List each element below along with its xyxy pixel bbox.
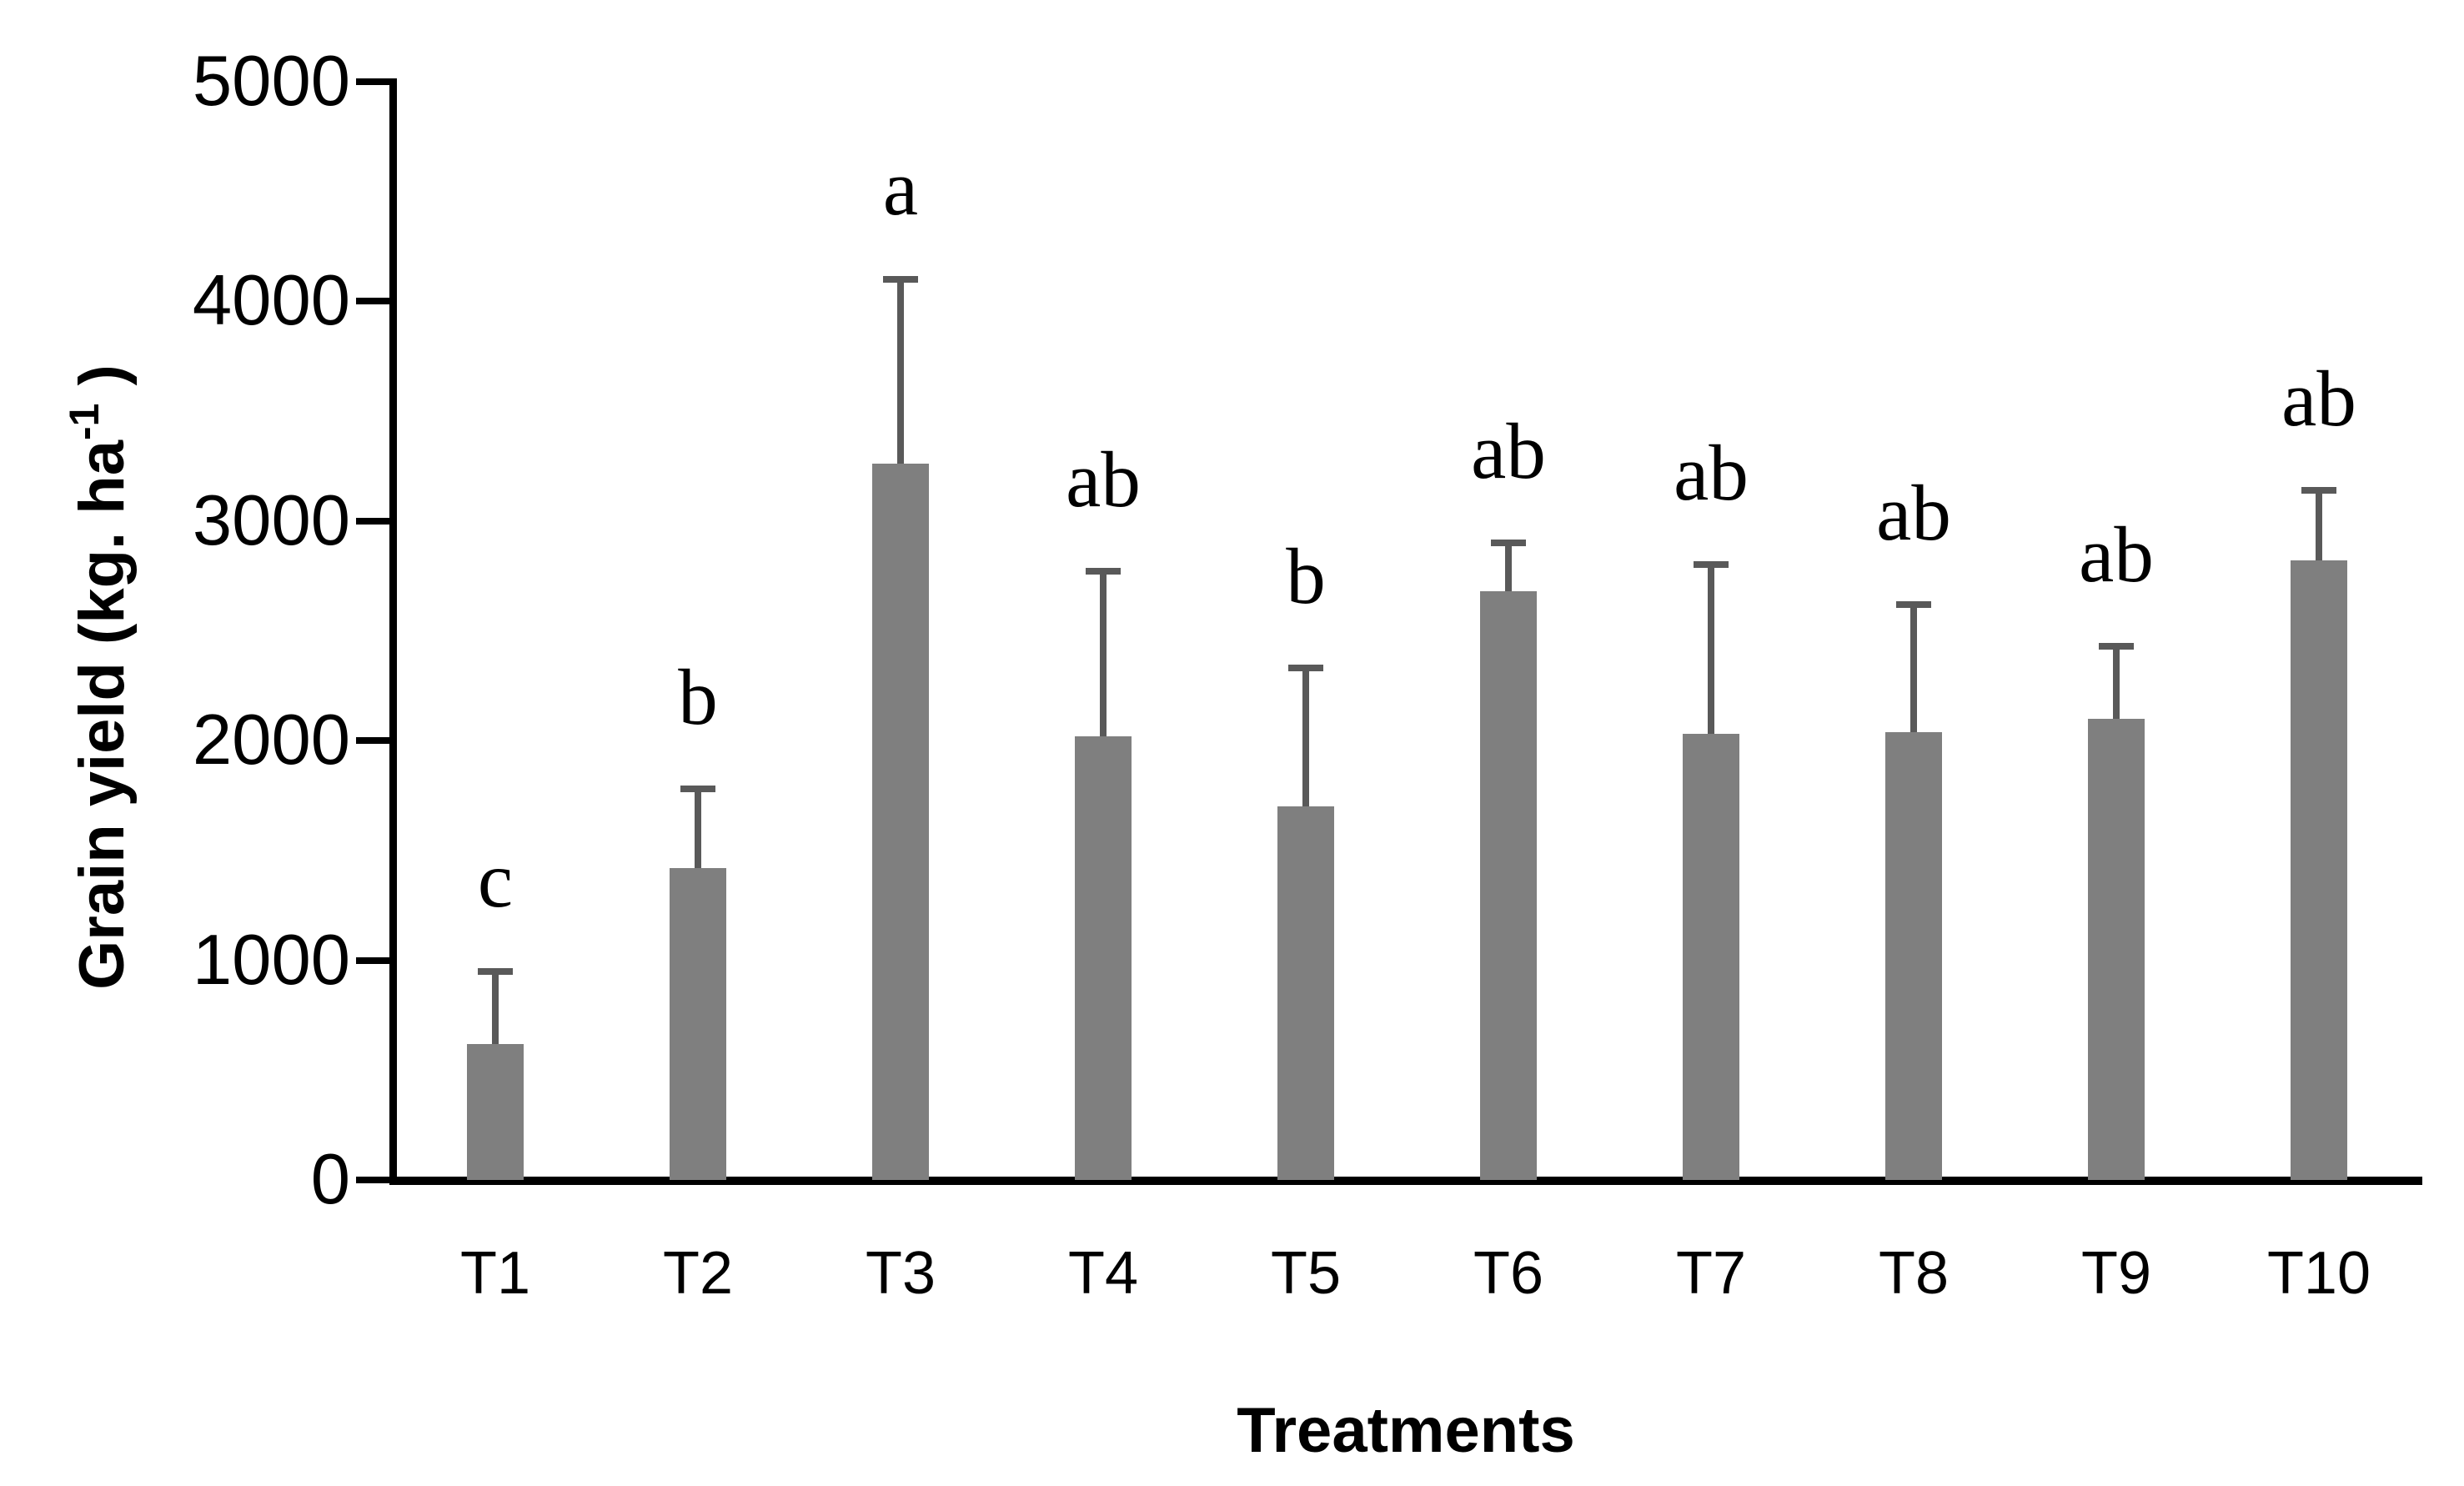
significance-letter: ab [1674, 429, 1749, 517]
bar [1075, 736, 1132, 1180]
y-axis-line [389, 78, 397, 1185]
bar [2291, 560, 2347, 1180]
y-tick-mark [356, 737, 394, 744]
x-tick-label: T4 [1067, 1240, 1139, 1307]
y-tick-label: 0 [310, 1140, 350, 1219]
bar [467, 1044, 524, 1180]
error-bar-line [1100, 571, 1107, 736]
x-tick-label: T8 [1878, 1240, 1950, 1307]
error-bar-line [2316, 490, 2322, 560]
x-tick-label: T1 [459, 1240, 531, 1307]
bar [1277, 806, 1334, 1180]
x-tick-label: T2 [662, 1240, 734, 1307]
significance-letter: b [678, 653, 718, 741]
error-bar-cap [2301, 487, 2336, 494]
error-bar-cap [680, 786, 715, 792]
bar [1480, 591, 1537, 1180]
y-axis-title-superscript: -1 [61, 403, 108, 441]
error-bar-cap [1086, 568, 1121, 575]
significance-letter: ab [2079, 510, 2154, 599]
significance-letter: a [882, 143, 919, 232]
x-tick-label: T7 [1675, 1240, 1747, 1307]
y-tick-mark [356, 78, 394, 85]
error-bar-cap [1491, 540, 1526, 546]
x-tick-label: T5 [1270, 1240, 1342, 1307]
significance-letter: b [1286, 532, 1326, 620]
bar [872, 464, 929, 1180]
significance-letter: ab [1876, 469, 1951, 557]
bar [1885, 732, 1942, 1180]
y-axis-title: Grain yield (kg. ha-1 ) [38, 260, 138, 1094]
error-bar-cap [2099, 643, 2134, 650]
bar [1683, 734, 1739, 1180]
error-bar-cap [1694, 561, 1729, 568]
error-bar-line [897, 279, 904, 464]
error-bar-line [2113, 646, 2120, 719]
error-bar-cap [478, 968, 513, 975]
significance-letter: ab [1066, 435, 1141, 524]
error-bar-line [1708, 565, 1714, 734]
x-tick-label: T3 [865, 1240, 936, 1307]
y-tick-label: 3000 [192, 481, 350, 560]
significance-letter: ab [2281, 354, 2356, 443]
bar [2088, 719, 2145, 1180]
error-bar-line [1302, 668, 1309, 806]
bar [670, 868, 726, 1180]
x-tick-label: T9 [2080, 1240, 2152, 1307]
error-bar-line [1505, 543, 1512, 591]
significance-letter: c [477, 836, 514, 924]
error-bar-line [1910, 605, 1917, 732]
y-tick-mark [356, 957, 394, 964]
x-axis-line [389, 1177, 2422, 1185]
error-bar-cap [883, 276, 918, 283]
error-bar-line [492, 971, 499, 1044]
x-axis-title: Treatments [1237, 1395, 1575, 1466]
significance-letter: ab [1471, 407, 1546, 495]
x-tick-label: T10 [2266, 1240, 2371, 1307]
y-tick-label: 1000 [192, 921, 350, 1000]
y-axis-title-text: Grain yield (kg. ha [67, 440, 138, 990]
error-bar-cap [1896, 601, 1931, 608]
y-tick-mark [356, 298, 394, 304]
error-bar-line [695, 789, 701, 868]
y-tick-mark [356, 518, 394, 525]
y-tick-label: 2000 [192, 700, 350, 780]
y-tick-mark [356, 1177, 394, 1183]
y-tick-label: 5000 [192, 42, 350, 121]
y-tick-label: 4000 [192, 261, 350, 340]
error-bar-cap [1288, 665, 1323, 671]
y-axis-title-close-paren: ) [67, 364, 138, 404]
x-tick-label: T6 [1473, 1240, 1544, 1307]
